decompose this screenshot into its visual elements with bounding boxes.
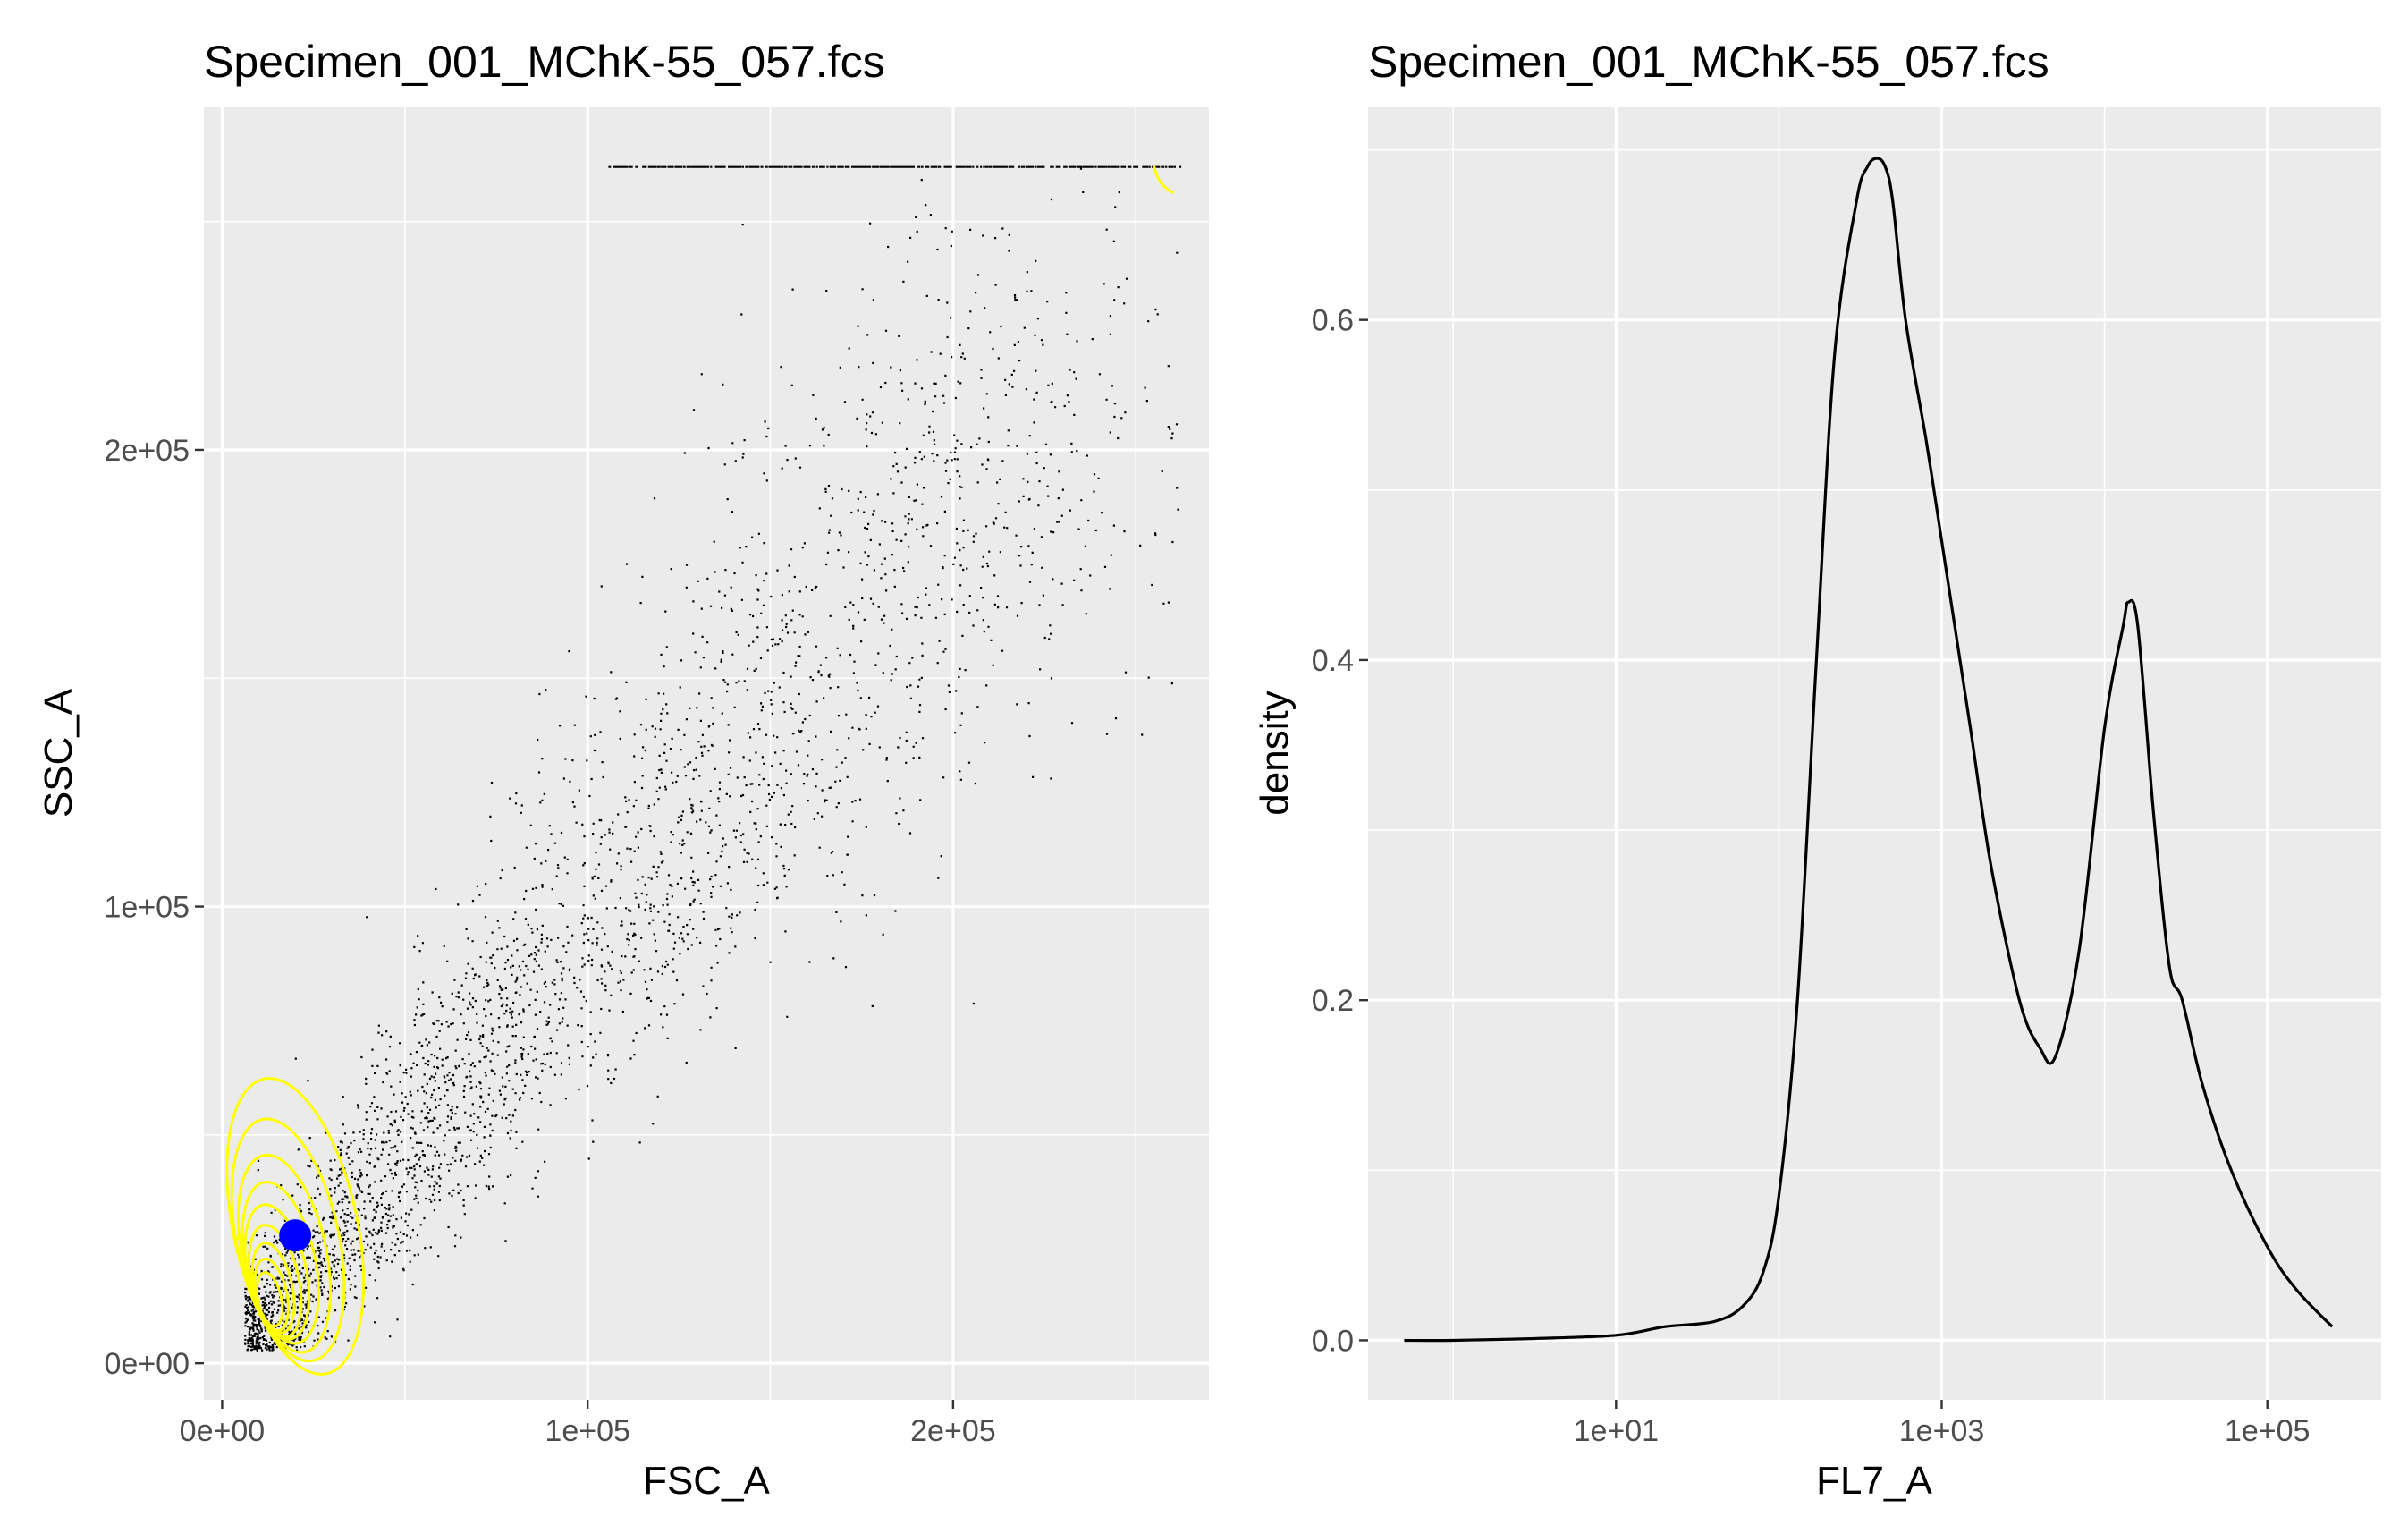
x-tick-label: 1e+05 (2225, 1414, 2311, 1448)
density-curve (1404, 157, 2334, 1343)
x-tick-label: 1e+03 (1899, 1414, 1985, 1448)
y-tick-label: 0.6 (1312, 304, 1354, 338)
y-tick-label: 2e+05 (105, 434, 190, 468)
density-y-axis-title: density (1253, 691, 1297, 815)
y-tick-label: 0.4 (1312, 644, 1354, 678)
density-contour (243, 1203, 310, 1341)
density-contours (225, 165, 1175, 1376)
density-contour (230, 1117, 346, 1363)
density-contour (255, 1271, 284, 1328)
density-peak-marker-group (279, 1219, 312, 1252)
y-tick-label: 0.0 (1312, 1324, 1354, 1358)
scatter-plot: Specimen_001_MChK-55_057.fcs 0e+00 1e+05 2… (37, 37, 1209, 1503)
density-plot-title: Specimen_001_MChK-55_057.fcs (1368, 37, 2049, 87)
scatter-y-axis-title: SSC_A (37, 688, 80, 818)
y-tick-label: 0e+00 (105, 1347, 190, 1381)
density-plot: Specimen_001_MChK-55_057.fcs 1e+01 1e+03 1… (1253, 37, 2381, 1503)
y-tick-label: 0.2 (1312, 984, 1354, 1018)
density-panel-background (1368, 107, 2381, 1400)
density-gridlines (1368, 107, 2381, 1400)
scatter-x-ticks: 0e+00 1e+05 2e+05 (180, 1400, 996, 1448)
scatter-x-axis-title: FSC_A (643, 1459, 770, 1503)
density-x-ticks: 1e+01 1e+03 1e+05 (1574, 1400, 2311, 1448)
density-contour (248, 1224, 303, 1339)
x-tick-label: 0e+00 (180, 1414, 266, 1448)
density-curve-group (1404, 157, 2334, 1343)
density-y-ticks: 0.0 0.2 0.4 0.6 (1312, 304, 1368, 1358)
density-contour-corner (1153, 165, 1175, 195)
scatter-plot-title: Specimen_001_MChK-55_057.fcs (204, 37, 885, 87)
scatter-panel-background (204, 107, 1209, 1400)
x-tick-label: 2e+05 (910, 1414, 996, 1448)
x-tick-label: 1e+01 (1574, 1414, 1660, 1448)
density-peak-marker (279, 1219, 312, 1252)
x-tick-label: 1e+05 (545, 1414, 630, 1448)
y-tick-label: 1e+05 (105, 891, 190, 925)
density-x-axis-title: FL7_A (1816, 1459, 1932, 1503)
scatter-y-ticks: 0e+00 1e+05 2e+05 (105, 434, 204, 1381)
density-contour (236, 1153, 332, 1354)
scatter-gridlines (204, 107, 1209, 1400)
